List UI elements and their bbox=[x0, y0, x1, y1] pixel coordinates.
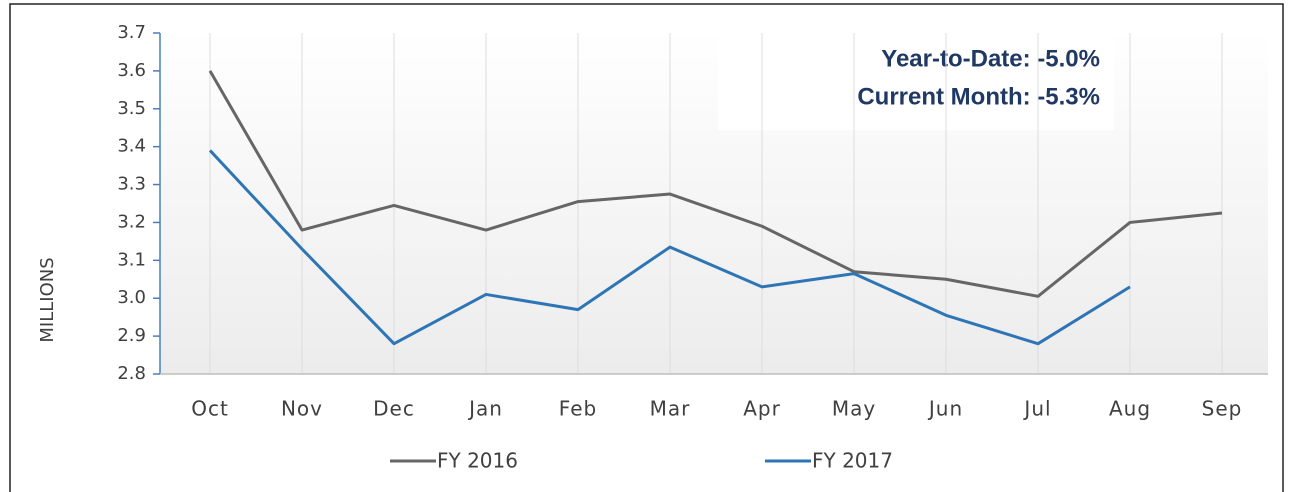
y-tick-label: 3.2 bbox=[117, 211, 146, 232]
x-tick-label: Jul bbox=[1022, 397, 1051, 421]
y-tick-label: 3.0 bbox=[117, 287, 146, 308]
x-tick-label: Mar bbox=[650, 397, 691, 421]
annotation-box bbox=[718, 38, 1114, 130]
y-tick-label: 3.1 bbox=[117, 249, 146, 270]
x-tick-label: Jun bbox=[927, 397, 963, 421]
x-tick-label: Nov bbox=[281, 397, 323, 421]
series-line bbox=[208, 149, 1131, 346]
annotation: Year-to-Date: -5.0% bbox=[881, 45, 1100, 72]
legend-label: FY 2016 bbox=[437, 449, 518, 473]
y-tick-label: 3.3 bbox=[117, 174, 146, 195]
x-tick-label: Dec bbox=[373, 397, 415, 421]
x-tick-label: May bbox=[832, 397, 876, 421]
y-tick-label: 3.4 bbox=[117, 136, 146, 157]
x-tick-label: Oct bbox=[191, 397, 229, 421]
x-tick-label: Sep bbox=[1202, 397, 1243, 421]
x-tick-label: Apr bbox=[743, 397, 781, 421]
y-tick-label: 2.9 bbox=[117, 325, 146, 346]
legend-label: FY 2017 bbox=[812, 449, 893, 473]
y-tick-label: 3.6 bbox=[117, 60, 146, 81]
x-tick-label: Jan bbox=[467, 397, 503, 421]
series-line bbox=[208, 70, 1223, 298]
y-tick-label: 2.8 bbox=[117, 363, 146, 384]
annotation: Current Month: -5.3% bbox=[857, 83, 1100, 110]
y-axis-label: MILLIONS bbox=[37, 257, 58, 342]
y-tick-label: 3.5 bbox=[117, 98, 146, 119]
y-tick-label: 3.7 bbox=[117, 22, 146, 43]
x-tick-label: Aug bbox=[1109, 397, 1151, 421]
x-tick-label: Feb bbox=[559, 397, 597, 421]
